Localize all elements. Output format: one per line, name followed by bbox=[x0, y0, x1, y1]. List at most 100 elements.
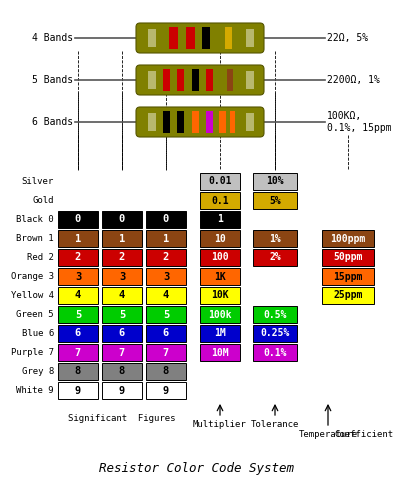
Text: Green 5: Green 5 bbox=[17, 310, 54, 319]
Text: 2200Ω, 1%: 2200Ω, 1% bbox=[327, 75, 380, 85]
Text: 0: 0 bbox=[119, 214, 125, 225]
Bar bbox=[191, 111, 199, 133]
Text: Red 2: Red 2 bbox=[27, 253, 54, 262]
Text: 4 Bands: 4 Bands bbox=[32, 33, 73, 43]
Bar bbox=[102, 382, 142, 399]
Text: 1: 1 bbox=[75, 233, 81, 243]
Text: 22Ω, 5%: 22Ω, 5% bbox=[327, 33, 368, 43]
Text: 1%: 1% bbox=[269, 233, 281, 243]
Bar bbox=[163, 69, 170, 91]
Text: 1M: 1M bbox=[214, 328, 226, 339]
Bar bbox=[200, 211, 240, 228]
Bar bbox=[253, 344, 297, 361]
Bar bbox=[225, 27, 232, 49]
Text: 8: 8 bbox=[163, 367, 169, 377]
Text: 4: 4 bbox=[119, 290, 125, 300]
Text: 0.01: 0.01 bbox=[208, 176, 232, 186]
Bar bbox=[227, 69, 233, 91]
Bar bbox=[102, 325, 142, 342]
Bar bbox=[200, 344, 240, 361]
Text: Brown 1: Brown 1 bbox=[17, 234, 54, 243]
Text: 15ppm: 15ppm bbox=[333, 271, 363, 282]
Bar bbox=[322, 249, 374, 266]
Bar bbox=[200, 192, 240, 209]
Text: Gold: Gold bbox=[32, 196, 54, 205]
Bar bbox=[200, 268, 240, 285]
Bar bbox=[253, 192, 297, 209]
Bar bbox=[148, 29, 156, 47]
Bar bbox=[253, 325, 297, 342]
Text: 1: 1 bbox=[217, 214, 223, 225]
Text: 2%: 2% bbox=[269, 253, 281, 262]
Text: 4: 4 bbox=[163, 290, 169, 300]
Bar bbox=[102, 344, 142, 361]
Text: 50ppm: 50ppm bbox=[333, 253, 363, 262]
Text: 9: 9 bbox=[119, 385, 125, 396]
Text: Significant  Figures: Significant Figures bbox=[68, 414, 176, 423]
Bar bbox=[200, 306, 240, 323]
Bar bbox=[58, 306, 98, 323]
Bar bbox=[246, 29, 254, 47]
Text: 8: 8 bbox=[75, 367, 81, 377]
Text: 6: 6 bbox=[119, 328, 125, 339]
Bar bbox=[246, 113, 254, 131]
Text: 100k: 100k bbox=[208, 310, 232, 319]
Text: 100ppm: 100ppm bbox=[331, 233, 366, 243]
Text: 5: 5 bbox=[119, 310, 125, 319]
Bar bbox=[102, 249, 142, 266]
Bar bbox=[253, 249, 297, 266]
Text: 10%: 10% bbox=[266, 176, 284, 186]
Text: 0.25%: 0.25% bbox=[260, 328, 290, 339]
Bar bbox=[163, 111, 170, 133]
Bar bbox=[200, 249, 240, 266]
Bar bbox=[169, 27, 178, 49]
Text: 5: 5 bbox=[75, 310, 81, 319]
Text: Multiplier: Multiplier bbox=[193, 420, 247, 429]
Bar bbox=[146, 306, 186, 323]
Bar bbox=[102, 268, 142, 285]
Text: 25ppm: 25ppm bbox=[333, 290, 363, 300]
Text: 1: 1 bbox=[119, 233, 125, 243]
Bar bbox=[146, 363, 186, 380]
Text: 6: 6 bbox=[163, 328, 169, 339]
Bar bbox=[322, 268, 374, 285]
Text: 2: 2 bbox=[75, 253, 81, 262]
Text: 4: 4 bbox=[75, 290, 81, 300]
Text: Grey 8: Grey 8 bbox=[22, 367, 54, 376]
Text: 2: 2 bbox=[119, 253, 125, 262]
Bar bbox=[191, 69, 199, 91]
Text: 2: 2 bbox=[163, 253, 169, 262]
Text: 8: 8 bbox=[119, 367, 125, 377]
Bar bbox=[200, 173, 240, 190]
Text: 6: 6 bbox=[75, 328, 81, 339]
Text: 5 Bands: 5 Bands bbox=[32, 75, 73, 85]
Text: Coefficient: Coefficient bbox=[335, 430, 394, 439]
Bar bbox=[200, 287, 240, 304]
Bar bbox=[177, 69, 184, 91]
Bar bbox=[146, 287, 186, 304]
Text: 100KΩ,
0.1%, 15ppm: 100KΩ, 0.1%, 15ppm bbox=[327, 111, 392, 133]
Text: 0.5%: 0.5% bbox=[263, 310, 287, 319]
Bar bbox=[146, 230, 186, 247]
Text: Temperature: Temperature bbox=[298, 430, 358, 439]
Text: Orange 3: Orange 3 bbox=[11, 272, 54, 281]
Text: 3: 3 bbox=[75, 271, 81, 282]
Text: 7: 7 bbox=[119, 347, 125, 357]
Text: 7: 7 bbox=[163, 347, 169, 357]
FancyBboxPatch shape bbox=[136, 107, 264, 137]
Bar bbox=[102, 230, 142, 247]
Bar bbox=[58, 344, 98, 361]
Text: Silver: Silver bbox=[22, 177, 54, 186]
Bar bbox=[230, 111, 235, 133]
Bar bbox=[200, 230, 240, 247]
Text: Resistor Color Code System: Resistor Color Code System bbox=[100, 462, 294, 475]
Text: 5: 5 bbox=[163, 310, 169, 319]
Text: 3: 3 bbox=[163, 271, 169, 282]
FancyBboxPatch shape bbox=[136, 23, 264, 53]
Text: 10: 10 bbox=[214, 233, 226, 243]
Text: 0: 0 bbox=[75, 214, 81, 225]
Text: 9: 9 bbox=[163, 385, 169, 396]
Text: 7: 7 bbox=[75, 347, 81, 357]
Bar bbox=[253, 173, 297, 190]
Bar bbox=[102, 287, 142, 304]
